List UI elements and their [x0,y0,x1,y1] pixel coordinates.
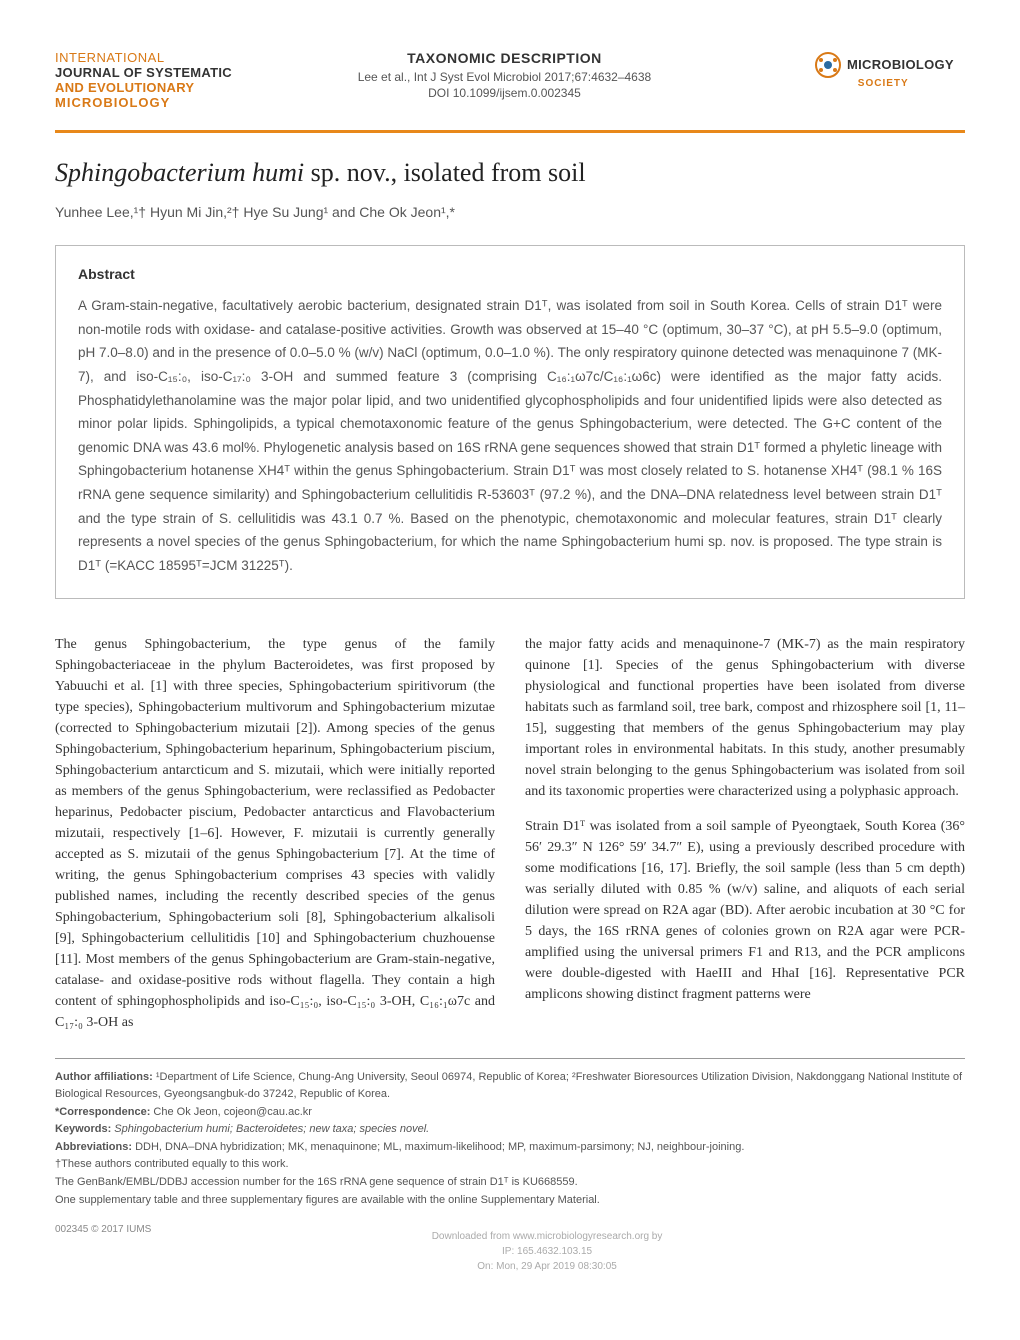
download-info: Downloaded from www.microbiologyresearch… [151,1229,942,1274]
body-col1-p1: The genus Sphingobacterium, the type gen… [55,634,495,1033]
affiliations-line: Author affiliations: ¹Department of Life… [55,1069,965,1104]
journal-name-block: INTERNATIONAL JOURNAL OF SYSTEMATIC AND … [55,50,255,110]
abstract-text: A Gram-stain-negative, facultatively aer… [78,294,942,578]
header-center: TAXONOMIC DESCRIPTION Lee et al., Int J … [259,50,749,100]
journal-line4: MICROBIOLOGY [55,95,255,110]
keywords-label: Keywords: [55,1123,111,1135]
divider-orange [55,130,965,133]
footer-bottom: 002345 © 2017 IUMS Downloaded from www.m… [55,1224,965,1274]
body-column-left: The genus Sphingobacterium, the type gen… [55,634,495,1033]
contrib-line: †These authors contributed equally to th… [55,1156,965,1174]
correspondence-line: *Correspondence: Che Ok Jeon, cojeon@cau… [55,1104,965,1122]
journal-line2: JOURNAL OF SYSTEMATIC [55,65,255,80]
abstract-heading: Abstract [78,266,942,282]
keywords-text: Sphingobacterium humi; Bacteroidetes; ne… [111,1123,429,1135]
download-line2: IP: 165.4632.103.15 [151,1244,942,1259]
society-logo: MICROBIOLOGY SOCIETY [754,50,954,91]
body-col2-p2: Strain D1ᵀ was isolated from a soil samp… [525,816,965,1005]
download-line1: Downloaded from www.microbiologyresearch… [151,1229,942,1244]
affiliations-text: ¹Department of Life Science, Chung-Ang U… [55,1071,962,1101]
section-label: TAXONOMIC DESCRIPTION [259,50,749,66]
journal-line3: AND EVOLUTIONARY [55,80,255,95]
keywords-line: Keywords: Sphingobacterium humi; Bactero… [55,1121,965,1139]
abbreviations-text: DDH, DNA–DNA hybridization; MK, menaquin… [132,1141,744,1153]
divider-thin [55,1058,965,1059]
accession-line: The GenBank/EMBL/DDBJ accession number f… [55,1174,965,1192]
authors-line: Yunhee Lee,¹† Hyun Mi Jin,²† Hye Su Jung… [55,204,965,220]
society-name: MICROBIOLOGY [847,57,954,72]
download-line3: On: Mon, 29 Apr 2019 08:30:05 [151,1259,942,1274]
copyright-text: 002345 © 2017 IUMS [55,1224,151,1274]
body-columns: The genus Sphingobacterium, the type gen… [55,634,965,1033]
abbreviations-label: Abbreviations: [55,1141,132,1153]
supplementary-line: One supplementary table and three supple… [55,1192,965,1210]
body-col2-p1: the major fatty acids and menaquinone-7 … [525,634,965,802]
abbreviations-line: Abbreviations: DDH, DNA–DNA hybridizatio… [55,1139,965,1157]
title-rest: sp. nov., isolated from soil [304,158,585,187]
correspondence-label: *Correspondence: [55,1106,150,1118]
correspondence-text: Che Ok Jeon, cojeon@cau.ac.kr [150,1106,312,1118]
footer-info: Author affiliations: ¹Department of Life… [55,1069,965,1210]
logo-icon [813,50,843,80]
abstract-box: Abstract A Gram-stain-negative, facultat… [55,245,965,599]
page-header: INTERNATIONAL JOURNAL OF SYSTEMATIC AND … [55,50,965,110]
doi-line: DOI 10.1099/ijsem.0.002345 [259,86,749,100]
body-column-right: the major fatty acids and menaquinone-7 … [525,634,965,1033]
article-title: Sphingobacterium humi sp. nov., isolated… [55,158,965,188]
title-italic: Sphingobacterium humi [55,158,304,187]
citation-line: Lee et al., Int J Syst Evol Microbiol 20… [259,70,749,84]
journal-line1: INTERNATIONAL [55,50,255,65]
affiliations-label: Author affiliations: [55,1071,153,1083]
